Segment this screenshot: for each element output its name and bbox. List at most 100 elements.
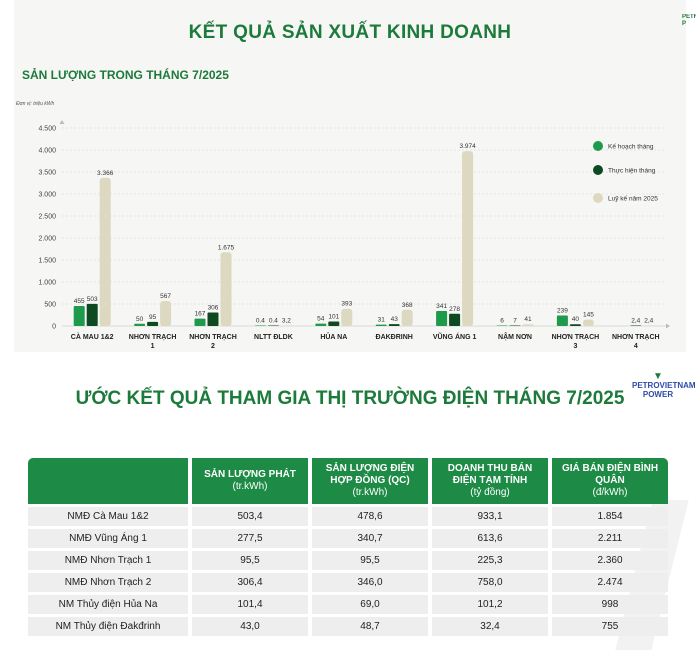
table-cell: 2.474 — [552, 573, 668, 592]
x-tick-label: ĐAKĐRINH — [376, 334, 413, 341]
table-cell: 95,5 — [192, 551, 308, 570]
bar — [147, 321, 159, 326]
petrovietnam-logo: PETROP — [682, 14, 696, 27]
y-tick-label: 4.000 — [38, 148, 56, 155]
table-cell: 1.854 — [552, 507, 668, 526]
y-tick-label: 4.500 — [38, 126, 56, 133]
bar — [509, 325, 521, 326]
logo-mark-icon: ▼ — [653, 371, 663, 382]
bar — [99, 177, 111, 326]
legend-label: Luỹ kế năm 2025 — [608, 194, 658, 203]
table-cell: 2.360 — [552, 551, 668, 570]
legend-swatch — [593, 193, 603, 203]
data-label: 3,2 — [282, 318, 291, 325]
data-label: 368 — [402, 302, 413, 309]
bar — [401, 309, 413, 326]
chart-subtitle: SẢN LƯỢNG TRONG THÁNG 7/2025 — [22, 68, 229, 82]
data-label: 6 — [500, 318, 504, 325]
data-label: 341 — [436, 303, 447, 310]
header-blank — [28, 458, 188, 504]
data-label: 54 — [317, 316, 325, 323]
bar — [569, 324, 581, 326]
row-plant-name: NM Thủy điện Hủa Na — [28, 595, 188, 614]
legend-label: Thực hiện tháng — [608, 168, 656, 175]
table-cell: 613,6 — [432, 529, 548, 548]
data-label: 567 — [160, 293, 171, 300]
y-tick-label: 3.500 — [38, 170, 56, 177]
bar — [160, 301, 172, 326]
bar — [254, 325, 266, 326]
y-tick-label: 2.500 — [38, 214, 56, 221]
bar — [86, 303, 98, 326]
bar — [388, 324, 400, 326]
bar — [375, 324, 387, 326]
table-cell: 306,4 — [192, 573, 308, 592]
data-label: 393 — [341, 301, 352, 308]
data-label: 239 — [557, 307, 568, 314]
table-row: NMĐ Vũng Áng 1 277,5 340,7 613,6 2.211 — [28, 529, 668, 548]
y-tick-label: 2.000 — [38, 236, 56, 243]
y-tick-label: 1.000 — [38, 280, 56, 287]
unit-label: Đơn vị: triệu kWh — [16, 101, 55, 107]
header-avg-price: GIÁ BÁN ĐIỆN BÌNH QUÂN (đ/kWh) — [552, 458, 668, 504]
bar — [643, 325, 655, 326]
table-cell: 95,5 — [312, 551, 428, 570]
table-cell: 933,1 — [432, 507, 548, 526]
table-cell: 478,6 — [312, 507, 428, 526]
x-tick-label: 3 — [573, 343, 577, 350]
legend-label: Kế hoạch tháng — [608, 142, 654, 151]
bar — [582, 319, 594, 326]
bar — [267, 325, 279, 326]
legend-swatch — [593, 141, 603, 151]
table-cell: 755 — [552, 617, 668, 636]
header-revenue: DOANH THU BÁN ĐIỆN TẠM TÍNH (tỷ đồng) — [432, 458, 548, 504]
table-cell: 758,0 — [432, 573, 548, 592]
bar — [630, 325, 642, 326]
table-cell: 101,2 — [432, 595, 548, 614]
legend-swatch — [593, 165, 603, 175]
table-title: ƯỚC KẾT QUẢ THAM GIA THỊ TRƯỜNG ĐIỆN THÁ… — [75, 388, 625, 409]
data-label: 43 — [391, 316, 399, 323]
table-header-row: SẢN LƯỢNG PHÁT (tr.kWh) SẢN LƯỢNG ĐIỆN HỢ… — [28, 458, 668, 504]
header-output: SẢN LƯỢNG PHÁT (tr.kWh) — [192, 458, 308, 504]
data-label: 145 — [583, 312, 594, 319]
data-label: 95 — [149, 314, 157, 321]
x-tick-label: CÀ MAU 1&2 — [71, 332, 114, 341]
table-cell: 346,0 — [312, 573, 428, 592]
data-label: 31 — [378, 317, 386, 324]
data-label: 40 — [572, 316, 580, 323]
x-tick-label: NLTT ĐLDK — [254, 334, 293, 341]
market-results-table: SẢN LƯỢNG PHÁT (tr.kWh) SẢN LƯỢNG ĐIỆN HỢ… — [24, 455, 672, 639]
bar — [496, 325, 508, 326]
bar — [556, 315, 568, 326]
data-label: 167 — [195, 311, 206, 318]
table-cell: 32,4 — [432, 617, 548, 636]
data-label: 3.366 — [97, 170, 114, 177]
x-tick-label: 1 — [151, 343, 155, 350]
x-tick-label: NẬM NƠN — [498, 332, 532, 341]
data-label: 101 — [328, 314, 339, 321]
x-tick-label: NHƠN TRẠCH — [612, 334, 660, 341]
y-tick-label: 3.000 — [38, 192, 56, 199]
x-tick-label: NHƠN TRẠCH — [552, 334, 600, 341]
table-cell: 340,7 — [312, 529, 428, 548]
y-tick-label: 500 — [44, 302, 56, 309]
bar — [341, 308, 353, 326]
bar — [462, 151, 474, 326]
table-row: NMĐ Cà Mau 1&2 503,4 478,6 933,1 1.854 — [28, 507, 668, 526]
bar — [436, 310, 448, 326]
data-label: 7 — [513, 318, 517, 325]
table-row: NMĐ Nhơn Trạch 2 306,4 346,0 758,0 2.474 — [28, 573, 668, 592]
table-cell: 2.211 — [552, 529, 668, 548]
data-label: 0.4 — [256, 318, 265, 325]
logo-line1: PETROVIETNAM — [632, 381, 696, 390]
data-label: 455 — [74, 298, 85, 305]
data-label: 0.4 — [269, 318, 278, 325]
row-plant-name: NMĐ Nhơn Trạch 1 — [28, 551, 188, 570]
table-cell: 48,7 — [312, 617, 428, 636]
bar — [207, 312, 219, 326]
table-cell: 225,3 — [432, 551, 548, 570]
table-row: NM Thủy điện Đakđrinh 43,0 48,7 32,4 755 — [28, 617, 668, 636]
bar — [73, 305, 85, 326]
data-label: 503 — [87, 296, 98, 303]
